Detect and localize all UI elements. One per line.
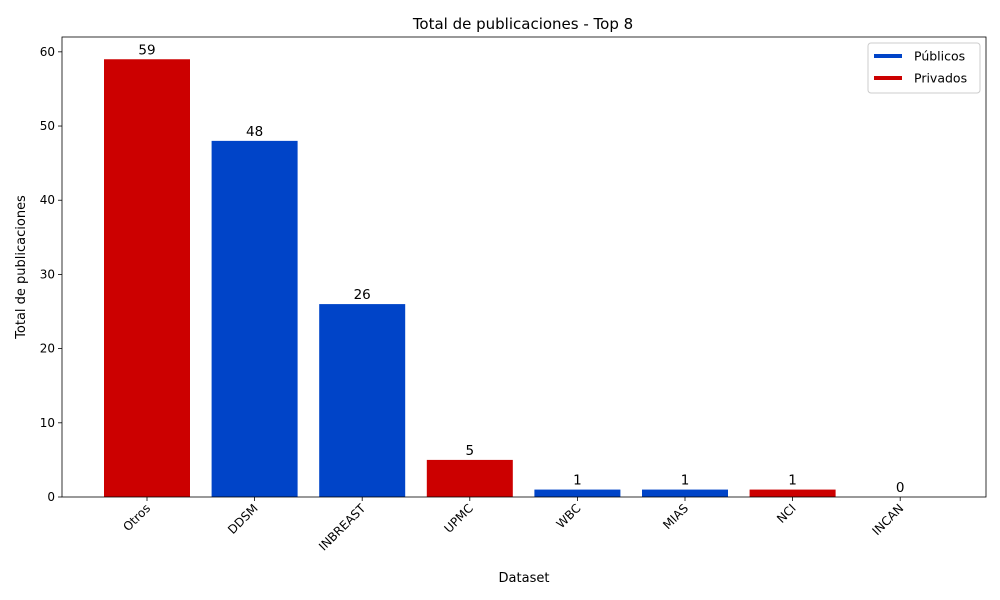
y-tick-label: 50 xyxy=(40,119,55,133)
bar-value-label: 1 xyxy=(573,473,582,489)
bar-inbreast xyxy=(319,304,406,497)
x-axis-label: Dataset xyxy=(499,571,550,586)
bar-value-label: 1 xyxy=(681,473,690,489)
bar-wbc xyxy=(534,489,621,497)
x-tick-label: NCI xyxy=(774,501,799,526)
bar-labels: 59 48 26 5 1 1 1 0 xyxy=(138,42,904,496)
bars xyxy=(104,59,836,498)
bar-nci xyxy=(749,489,836,497)
y-tick-label: 30 xyxy=(40,267,55,281)
x-tick-label: DDSM xyxy=(225,501,261,537)
y-tick-label: 0 xyxy=(47,490,55,504)
bar-value-label: 0 xyxy=(896,480,905,496)
y-axis-label: Total de publicaciones xyxy=(14,195,29,340)
bar-value-label: 48 xyxy=(246,124,263,140)
bar-value-label: 26 xyxy=(354,287,371,303)
bar-value-label: 59 xyxy=(138,42,155,58)
bar-otros xyxy=(104,59,190,498)
y-tick-label: 40 xyxy=(40,193,55,207)
bar-value-label: 5 xyxy=(466,443,475,459)
x-tick-label: WBC xyxy=(554,501,584,531)
plot-frame xyxy=(61,36,987,498)
x-tick-label: INCAN xyxy=(869,501,906,538)
bar-upmc xyxy=(426,459,513,497)
x-tick-label: Otros xyxy=(120,501,153,534)
y-axis: 0 10 20 30 40 50 60 xyxy=(40,45,62,504)
bar-ddsm xyxy=(211,140,298,497)
chart-title: Total de publicaciones - Top 8 xyxy=(412,15,633,33)
y-tick-label: 10 xyxy=(40,416,55,430)
bar-mias xyxy=(642,489,728,497)
legend: Públicos Privados xyxy=(867,42,981,94)
legend-label-publicos: Públicos xyxy=(914,49,965,64)
x-tick-label: INBREAST xyxy=(316,501,369,554)
x-tick-label: MIAS xyxy=(660,501,691,532)
x-tick-label: UPMC xyxy=(441,501,475,535)
legend-label-privados: Privados xyxy=(914,71,967,86)
y-tick-label: 60 xyxy=(40,45,55,59)
y-tick-label: 20 xyxy=(40,342,55,356)
x-axis: Otros DDSM INBREAST UPMC WBC MIAS NCI INCAN xyxy=(120,497,906,553)
bar-value-label: 1 xyxy=(788,473,797,489)
